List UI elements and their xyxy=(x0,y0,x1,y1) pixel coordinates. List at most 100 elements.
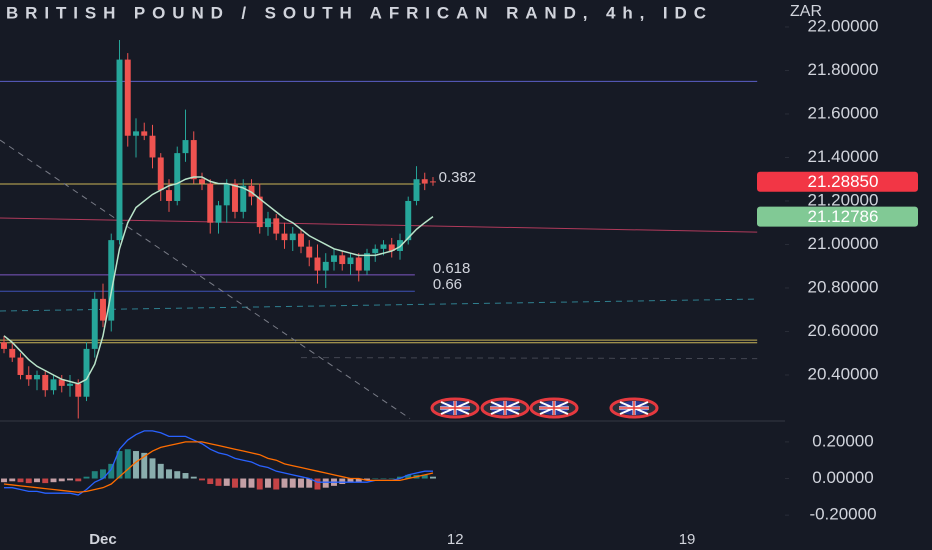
histogram-bar xyxy=(240,478,247,488)
candle-body xyxy=(91,298,98,349)
candle-body xyxy=(372,248,379,254)
candle-body xyxy=(298,233,304,247)
candle-body xyxy=(1,342,7,349)
histogram-bar xyxy=(166,469,172,479)
candle-body xyxy=(42,374,49,391)
y-tick-label: 21.60000 xyxy=(808,103,879,122)
y-tick-label: 21.20000 xyxy=(808,190,879,209)
candle-body xyxy=(157,157,164,191)
histogram-bar xyxy=(42,478,49,484)
histogram-bar xyxy=(157,463,164,479)
histogram-bar xyxy=(306,478,313,488)
candle-body xyxy=(240,185,247,212)
candle-body xyxy=(100,298,106,321)
histogram-bar xyxy=(25,478,32,484)
histogram-bar xyxy=(141,452,148,479)
candle-body xyxy=(314,257,321,271)
price-label: 21.12786 xyxy=(808,207,879,226)
histogram-bar xyxy=(100,469,106,479)
histogram-bar xyxy=(265,478,271,488)
histogram-bar xyxy=(50,478,57,483)
candle-body xyxy=(25,374,32,380)
candle-body xyxy=(248,185,255,197)
candle-body xyxy=(322,261,329,271)
candle-body xyxy=(166,190,172,201)
x-tick-label: 12 xyxy=(447,531,464,548)
histogram-bar xyxy=(347,478,354,483)
histogram-bar xyxy=(430,476,436,479)
histogram-bar xyxy=(190,476,197,479)
candle-body xyxy=(405,200,412,241)
histogram-bar xyxy=(232,478,238,488)
candle-body xyxy=(124,59,131,136)
candle-body xyxy=(289,233,296,241)
histogram-bar xyxy=(149,458,156,479)
histogram-bar xyxy=(421,474,428,479)
histogram-bar xyxy=(339,478,346,485)
histogram-bar xyxy=(289,478,296,488)
x-tick-label: Dec xyxy=(89,531,117,548)
histogram-bar xyxy=(405,474,412,479)
histogram-bar xyxy=(388,478,395,480)
candle-body xyxy=(58,379,65,386)
candle-body xyxy=(9,348,16,358)
candle-body xyxy=(215,205,222,223)
candle-body xyxy=(108,240,115,321)
histogram-bar xyxy=(1,478,7,483)
event-flags xyxy=(430,397,659,419)
candle-body xyxy=(75,383,82,397)
histogram-bar xyxy=(9,478,16,482)
candle-body xyxy=(273,218,280,234)
candle-body xyxy=(421,179,428,184)
candle-body xyxy=(116,59,123,241)
histogram-bar xyxy=(34,478,40,483)
candle-body xyxy=(207,183,214,223)
candle-body xyxy=(223,183,230,206)
level-label: 0.382 xyxy=(439,169,477,186)
currency-label: ZAR xyxy=(790,3,822,20)
histogram-bar xyxy=(17,478,24,483)
candle-body xyxy=(397,240,403,251)
candle-body xyxy=(34,374,40,380)
y-tick-label: 22.00000 xyxy=(808,16,879,35)
y-tick-label: 21.80000 xyxy=(808,60,879,79)
candle-body xyxy=(265,218,271,228)
macd-line xyxy=(4,430,433,496)
event-flag xyxy=(609,397,659,419)
y-tick-label: 21.40000 xyxy=(808,147,879,166)
histogram-bar xyxy=(298,478,304,488)
histogram-bar xyxy=(91,471,98,479)
histogram-bar xyxy=(372,478,379,480)
histogram-bar xyxy=(281,478,288,488)
histogram-bar xyxy=(380,478,387,480)
level-label: 0.66 xyxy=(433,276,462,293)
histogram-bar xyxy=(124,449,131,479)
labels: BRITISH POUND / SOUTH AFRICAN RAND, 4h, … xyxy=(6,3,918,548)
y-tick-label: 20.80000 xyxy=(808,277,879,296)
candle-body xyxy=(413,179,420,201)
y-tick-label: -0.20000 xyxy=(809,505,876,524)
histogram-bar xyxy=(67,478,73,481)
histogram-bar xyxy=(355,478,362,483)
trend-line xyxy=(0,217,758,233)
candle-body xyxy=(141,131,148,136)
histogram-bar xyxy=(174,471,181,479)
histogram-bar xyxy=(133,451,139,479)
price-label: 21.28850 xyxy=(808,172,879,191)
candle-body xyxy=(256,196,263,228)
candle-body xyxy=(306,246,313,258)
level-label: 0.618 xyxy=(433,260,471,277)
histogram-bar xyxy=(223,478,230,486)
histogram-bar xyxy=(83,476,90,479)
moving-average xyxy=(3,176,434,385)
histogram-bar xyxy=(199,478,205,481)
y-tick-label: 20.60000 xyxy=(808,321,879,340)
candle-body xyxy=(83,348,90,397)
candle-body xyxy=(380,244,387,249)
candle-body xyxy=(347,257,354,265)
histogram-bar xyxy=(182,473,189,479)
candle-body xyxy=(17,357,24,375)
histogram-bar xyxy=(314,478,321,490)
